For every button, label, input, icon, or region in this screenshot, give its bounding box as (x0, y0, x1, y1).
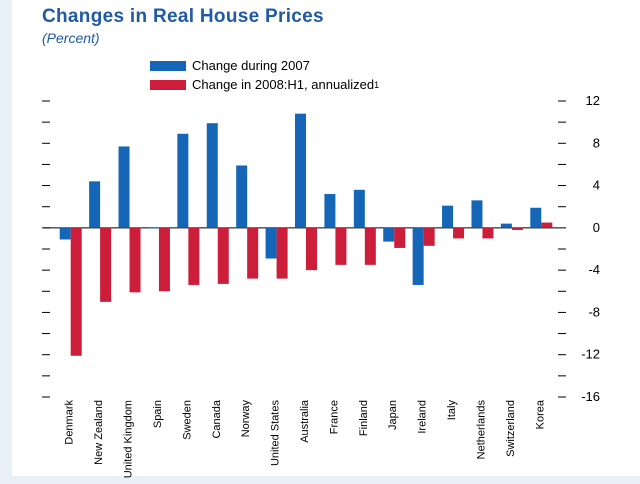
y-tick-label: 8 (593, 135, 600, 150)
bar-series2 (217, 227, 229, 284)
y-tick-label: -4 (588, 262, 600, 277)
y-tick-label: -16 (581, 389, 600, 404)
y-tick-label: 0 (593, 220, 600, 235)
category-label: Netherlands (475, 400, 487, 460)
bar-series1 (206, 123, 218, 228)
legend-swatch-series2 (150, 79, 186, 90)
bar-series2 (158, 227, 170, 292)
category-label: Ireland (417, 400, 429, 434)
bar-series2 (335, 227, 347, 265)
bar-series1 (147, 227, 159, 229)
bar-series2 (247, 227, 259, 279)
bar-series2 (100, 227, 112, 302)
legend-label-series1: Change during 2007 (192, 58, 310, 73)
bar-series2 (188, 227, 200, 285)
bar-series1 (383, 227, 395, 242)
bar-series1 (442, 205, 454, 228)
bar-series1 (89, 181, 101, 228)
bar-series1 (59, 227, 71, 240)
bar-series1 (353, 189, 365, 228)
bar-series2 (511, 227, 523, 230)
bar-series1 (177, 133, 189, 228)
bar-series1 (324, 194, 336, 228)
y-tick-label: 4 (593, 178, 600, 193)
chart-title: Changes in Real House Prices (42, 6, 324, 27)
bar-series1 (118, 146, 130, 228)
bar-series1 (295, 113, 306, 228)
category-label: Canada (211, 399, 223, 438)
bar-series2 (306, 227, 317, 271)
category-label: Sweden (181, 400, 193, 440)
category-label: Norway (240, 400, 252, 438)
legend-item-series2: Change in 2008:H1, annualized 1 (150, 75, 379, 94)
bar-series2 (364, 227, 376, 265)
category-label: Korea (534, 399, 546, 429)
category-label: New Zealand (93, 400, 105, 465)
category-label: United Kingdom (123, 400, 135, 478)
left-border-strip (0, 0, 12, 484)
bar-series1 (412, 227, 424, 285)
bar-series2 (70, 227, 82, 356)
category-label: Finland (358, 400, 370, 436)
y-tick-label: 12 (586, 93, 600, 108)
category-label: Australia (299, 399, 311, 443)
bar-series2 (423, 227, 435, 246)
y-tick-label: -12 (581, 347, 600, 362)
category-label: France (328, 400, 340, 434)
bar-series1 (530, 207, 542, 228)
bar-series2 (276, 227, 288, 279)
category-label: Italy (446, 400, 458, 421)
y-tick-label: -8 (588, 304, 600, 319)
bar-series1 (265, 227, 277, 259)
bar-series1 (500, 223, 512, 228)
bottom-border-strip (0, 476, 640, 484)
legend-footnote: 1 (374, 79, 380, 90)
category-label: United States (270, 400, 282, 467)
legend-label-series2: Change in 2008:H1, annualized (192, 77, 375, 92)
category-label: Switzerland (505, 400, 517, 457)
bar-series1 (471, 200, 483, 228)
legend-swatch-series1 (150, 60, 186, 71)
legend-item-series1: Change during 2007 (150, 56, 379, 75)
chart-legend: Change during 2007 Change in 2008:H1, an… (150, 56, 379, 94)
bar-series2 (482, 227, 494, 239)
bar-series2 (394, 227, 406, 248)
bar-series2 (129, 227, 141, 293)
chart-subtitle: (Percent) (42, 30, 100, 46)
category-label: Denmark (64, 400, 76, 445)
bar-series1 (236, 165, 248, 228)
category-label: Japan (387, 400, 399, 430)
category-label: Spain (152, 400, 164, 428)
bar-series2 (453, 227, 465, 239)
bar-series2 (541, 222, 553, 228)
